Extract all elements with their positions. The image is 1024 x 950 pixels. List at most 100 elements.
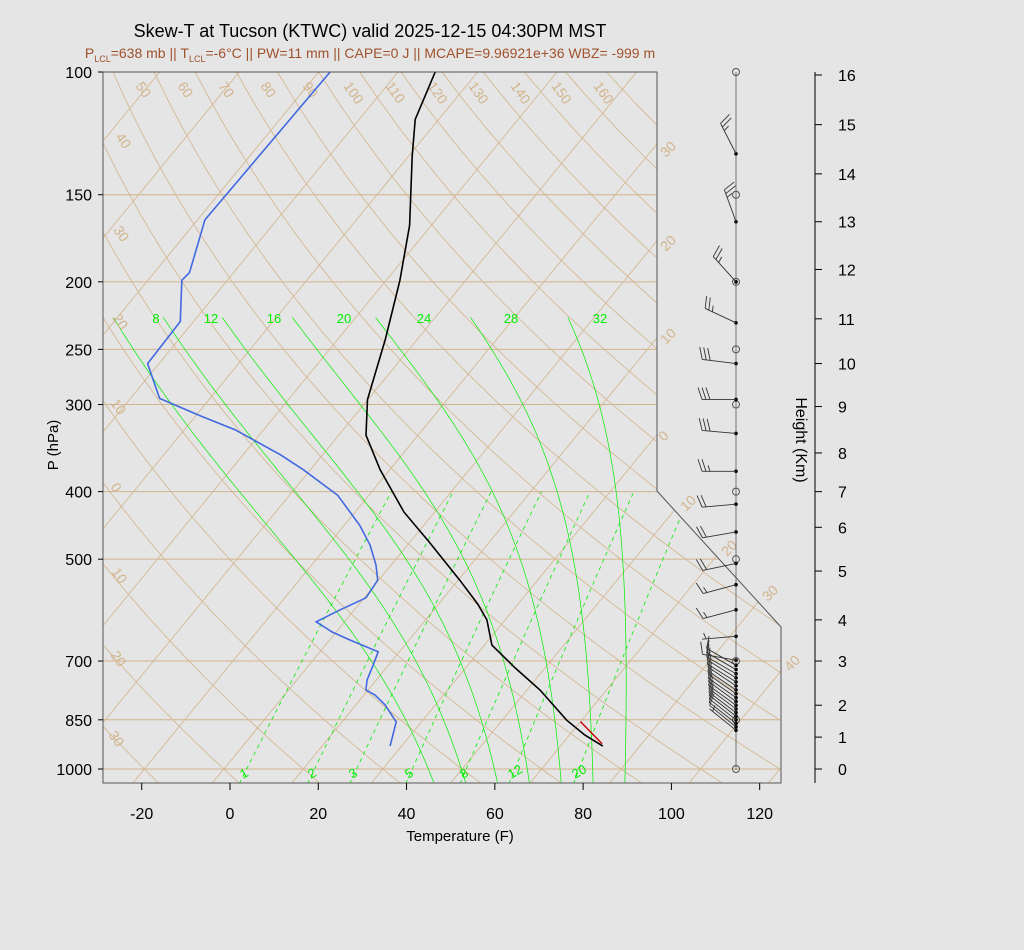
barb-flag <box>724 181 735 191</box>
dry-adiabat <box>103 72 160 783</box>
barb-staff <box>704 308 737 324</box>
wind-barb <box>697 459 738 474</box>
moist-adiabat-label: 12 <box>204 311 218 326</box>
dry-adiabat <box>103 72 402 783</box>
moist-adiabat-20 <box>292 317 530 783</box>
x-tick-label: 60 <box>486 806 504 823</box>
moist-adiabat-12 <box>163 317 467 783</box>
barb-flag <box>696 495 703 508</box>
x-axis-label: Temperature (F) <box>406 828 514 845</box>
dry-adiabat-label: 150 <box>549 79 576 107</box>
isotherm <box>0 72 1 798</box>
moist-adiabat-label: 8 <box>152 311 159 326</box>
mixing-ratio-line-1 <box>238 491 392 783</box>
barb-half <box>723 125 729 131</box>
dry-adiabat <box>103 72 321 783</box>
height-tick-label: 7 <box>838 485 847 502</box>
y-tick-label: 150 <box>65 188 92 205</box>
dry-adiabat <box>112 72 781 783</box>
dry-adiabat-label: 110 <box>383 79 409 107</box>
chart-title: Skew-T at Tucson (KTWC) valid 2025-12-15… <box>133 21 607 41</box>
isotherm <box>103 72 399 783</box>
wind-barb <box>702 632 738 640</box>
dry-adiabat-label: 130 <box>466 79 493 107</box>
lcl-subscript: LCL <box>94 53 111 64</box>
barb-flag <box>695 559 704 571</box>
wind-barb <box>704 295 738 325</box>
barb-half <box>718 256 723 263</box>
t-lcl-text: =-6°C || PW=11 mm || CAPE=0 J || MCAPE=9… <box>205 45 656 61</box>
isotherm <box>103 72 240 783</box>
dry-adiabat <box>103 72 644 783</box>
p-lcl-text: =638 mb || <box>110 45 181 61</box>
wind-barb <box>708 690 738 726</box>
dry-adiabat-label: 20 <box>108 648 130 670</box>
barb-staff <box>706 647 737 666</box>
barb-flag <box>708 669 713 682</box>
level-circle <box>732 190 740 199</box>
isotherm-label: 30 <box>759 582 781 604</box>
mixing-ratio-line-5 <box>405 491 542 783</box>
barb-flag <box>722 117 732 128</box>
barb-half <box>703 632 707 640</box>
barb-half <box>703 586 708 593</box>
barb-half <box>712 705 716 712</box>
moist-adiabat-16 <box>222 317 499 783</box>
height-tick-label: 4 <box>838 613 847 630</box>
dry-adiabat <box>153 72 781 783</box>
x-tick-label: 120 <box>746 806 773 823</box>
isotherm <box>199 72 781 783</box>
height-tick-label: 16 <box>838 68 856 85</box>
barb-staff <box>702 531 737 539</box>
mixing-ratio-line-2 <box>307 491 454 783</box>
profiles <box>146 72 604 747</box>
wind-barb <box>695 607 738 620</box>
height-tick-label: 0 <box>838 762 847 779</box>
moist-adiabat-32 <box>567 317 627 783</box>
barb-staff <box>703 609 737 620</box>
height-tick-label: 15 <box>838 118 856 135</box>
barb-flag <box>700 525 707 538</box>
wind-dot <box>734 431 738 436</box>
t-symbol: T <box>180 45 189 61</box>
wind-barb <box>698 418 738 436</box>
wind-dot <box>734 321 738 325</box>
dry-adiabat-label: 80 <box>258 79 280 101</box>
x-tick-label: 20 <box>309 806 327 823</box>
mixing-ratio-label: 12 <box>505 761 525 781</box>
dry-adiabat <box>236 72 781 783</box>
barb-flag <box>698 418 703 431</box>
isotherm <box>517 72 781 783</box>
wind-barb <box>723 181 738 224</box>
wind-barb <box>700 641 738 662</box>
barb-half <box>703 612 708 618</box>
isotherm <box>597 72 781 783</box>
x-tick-label: 80 <box>574 806 592 823</box>
dry-adiabat <box>523 72 781 783</box>
barb-half <box>707 465 711 472</box>
barb-flag <box>706 651 711 665</box>
y-tick-label: 1000 <box>56 762 92 779</box>
dry-adiabat-label: 100 <box>341 79 368 107</box>
barb-flag <box>715 248 723 260</box>
isotherm-label: 30 <box>657 138 679 160</box>
wind-barb <box>706 651 738 684</box>
barb-staff <box>702 503 737 508</box>
dry-adiabat <box>359 72 781 783</box>
isotherm <box>438 72 781 783</box>
y-tick-label: 250 <box>65 342 92 359</box>
wind-barb <box>696 495 738 508</box>
dry-adiabat <box>103 72 563 783</box>
x-tick-label: -20 <box>130 806 153 823</box>
moist-adiabat-8 <box>113 317 435 783</box>
barb-flag <box>696 526 703 539</box>
moist-adiabat-label: 20 <box>337 311 351 326</box>
grid <box>0 72 781 798</box>
wind-barb <box>709 705 738 733</box>
parcel-line <box>579 721 603 745</box>
barb-flag <box>706 418 711 432</box>
isotherm <box>103 72 478 783</box>
barb-staff <box>712 256 737 283</box>
barb-flag <box>720 114 730 124</box>
mixing-ratio-label: 5 <box>402 765 416 782</box>
